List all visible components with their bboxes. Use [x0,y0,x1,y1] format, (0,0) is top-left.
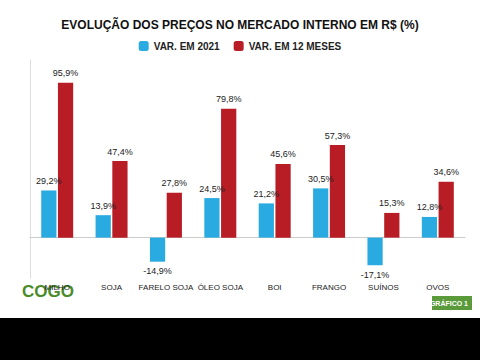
svg-text:30,5%: 30,5% [308,174,334,184]
svg-text:12,8%: 12,8% [417,202,443,212]
svg-text:57,3%: 57,3% [325,131,351,141]
svg-text:COGO: COGO [22,282,74,301]
svg-text:VAR. EM 12 MESES: VAR. EM 12 MESES [249,41,342,52]
svg-text:ÓLEO SOJA: ÓLEO SOJA [198,283,244,292]
svg-text:13,9%: 13,9% [90,201,116,211]
svg-text:21,2%: 21,2% [254,189,280,199]
svg-text:GRÁFICO 1: GRÁFICO 1 [430,299,468,307]
svg-text:SUÍNOS: SUÍNOS [368,283,399,292]
svg-text:-14,9%: -14,9% [143,266,172,276]
svg-text:45,6%: 45,6% [270,149,296,159]
svg-text:15,3%: 15,3% [379,198,405,208]
svg-text:FRANGO: FRANGO [312,283,346,292]
svg-text:79,8%: 79,8% [216,94,242,104]
svg-text:MILHO: MILHO [45,283,70,292]
svg-text:29,2%: 29,2% [36,176,62,186]
svg-text:BOI: BOI [268,283,282,292]
svg-text:95,9%: 95,9% [53,68,79,78]
svg-text:OVOS: OVOS [426,283,449,292]
svg-text:27,8%: 27,8% [162,178,188,188]
svg-text:VAR. EM 2021: VAR. EM 2021 [154,41,220,52]
svg-text:EVOLUÇÃO DOS PREÇOS NO MERCADO: EVOLUÇÃO DOS PREÇOS NO MERCADO INTERNO E… [61,17,418,32]
svg-text:24,5%: 24,5% [199,184,225,194]
svg-text:47,4%: 47,4% [107,147,133,157]
svg-text:34,6%: 34,6% [433,167,459,177]
svg-text:SOJA: SOJA [101,283,123,292]
svg-text:-17,1%: -17,1% [361,270,390,280]
svg-text:FARELO SOJA: FARELO SOJA [139,283,194,292]
